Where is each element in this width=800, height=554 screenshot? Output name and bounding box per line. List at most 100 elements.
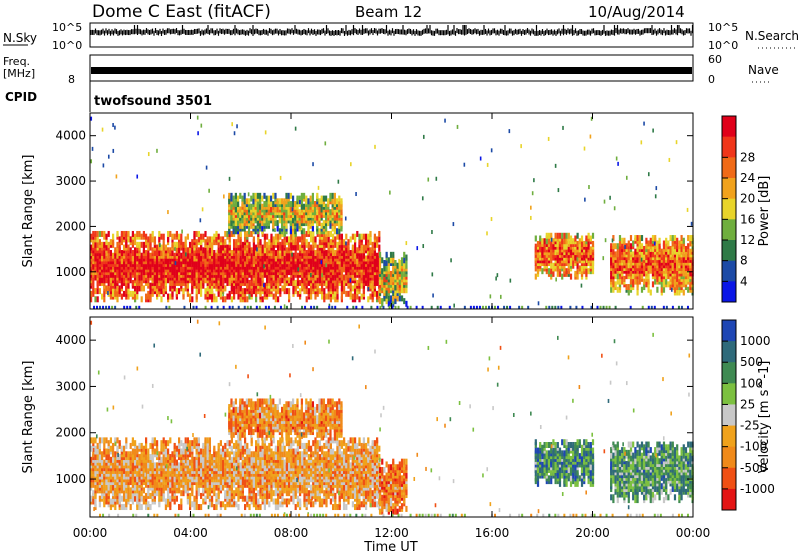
heatmap-cell <box>138 285 141 292</box>
heatmap-cell <box>356 247 359 254</box>
heatmap-cell <box>142 285 145 292</box>
heatmap-cell <box>616 286 619 293</box>
heatmap-cell <box>250 247 253 254</box>
heatmap-cell <box>687 286 690 293</box>
colorbar-tick-label: 16 <box>740 212 755 226</box>
heatmap-cell <box>552 243 555 250</box>
heatmap-cell <box>345 290 348 297</box>
heatmap-cell <box>118 454 121 461</box>
heatmap-cell <box>94 437 97 444</box>
heatmap-cell <box>129 305 132 309</box>
heatmap-cell <box>169 279 172 286</box>
heatmap-cell <box>180 239 183 246</box>
heatmap-cell <box>671 254 674 261</box>
heatmap-cell <box>268 288 271 295</box>
heatmap-cell <box>228 258 231 265</box>
freq-trace-band <box>91 67 692 74</box>
heatmap-cell <box>112 148 115 153</box>
heatmap-cell <box>241 195 244 202</box>
heatmap-cell <box>101 451 104 458</box>
heatmap-cell <box>90 495 93 502</box>
heatmap-cell <box>448 305 451 309</box>
heatmap-cell <box>567 268 570 275</box>
heatmap-cell <box>102 163 105 168</box>
heatmap-cell <box>243 203 246 210</box>
heatmap-cell <box>255 250 258 257</box>
heatmap-cell <box>236 124 238 129</box>
heatmap-cell <box>164 285 167 292</box>
heatmap-cell <box>237 258 240 265</box>
heatmap-cell <box>283 225 286 232</box>
heatmap-cell <box>310 244 313 251</box>
heatmap-cell <box>450 258 452 263</box>
heatmap-cell <box>114 305 117 309</box>
heatmap-cell <box>378 230 381 237</box>
heatmap-cell <box>558 232 562 239</box>
heatmap-cell <box>682 251 685 258</box>
heatmap-cell <box>687 251 690 258</box>
heatmap-cell <box>382 305 385 309</box>
heatmap-cell <box>234 198 237 205</box>
heatmap-cell <box>556 232 559 239</box>
heatmap-cell <box>285 288 288 295</box>
heatmap-cell <box>231 122 233 127</box>
heatmap-cell <box>277 296 280 303</box>
heatmap-cell <box>222 296 225 303</box>
heatmap-cell <box>234 192 237 199</box>
heatmap-cell <box>112 123 114 128</box>
heatmap-cell <box>378 244 381 251</box>
heatmap-cell <box>211 236 214 243</box>
heatmap-cell <box>427 177 430 182</box>
power-heatmap-cells <box>90 115 694 309</box>
heatmap-cell <box>316 305 319 309</box>
heatmap-cell <box>565 232 568 239</box>
heatmap-cell <box>689 248 692 255</box>
heatmap-cell <box>351 255 354 262</box>
heatmap-cell <box>103 290 106 297</box>
heatmap-cell <box>656 245 659 252</box>
heatmap-cell <box>181 229 183 234</box>
heatmap-cell <box>325 279 328 286</box>
heatmap-cell <box>129 252 132 259</box>
heatmap-cell <box>680 235 683 242</box>
heatmap-cell <box>585 235 588 242</box>
heatmap-cell <box>676 237 679 244</box>
heatmap-cell <box>296 195 299 202</box>
heatmap-cell <box>96 442 99 449</box>
heatmap-cell <box>329 239 332 246</box>
heatmap-cell <box>362 233 365 240</box>
heatmap-cell <box>156 244 159 251</box>
heatmap-cell <box>575 305 578 309</box>
heatmap-cell <box>211 279 214 286</box>
heatmap-cell <box>259 247 262 254</box>
heatmap-cell <box>189 252 192 259</box>
heatmap-cell <box>318 250 321 257</box>
heatmap-cell <box>255 279 258 286</box>
heatmap-cell <box>291 252 293 257</box>
heatmap-cell <box>576 232 579 239</box>
heatmap-cell <box>94 252 97 259</box>
heatmap-cell <box>343 279 346 286</box>
heatmap-cell <box>173 241 176 248</box>
heatmap-cell <box>107 255 110 262</box>
heatmap-cell <box>324 141 327 146</box>
heatmap-cell <box>478 305 481 309</box>
heatmap-cell <box>347 271 350 278</box>
heatmap-cell <box>371 282 374 289</box>
colorbar-swatch <box>722 136 736 158</box>
heatmap-cell <box>340 271 343 278</box>
heatmap-cell <box>206 250 209 257</box>
heatmap-cell <box>554 232 557 239</box>
heatmap-cell <box>200 233 203 240</box>
heatmap-cell <box>331 198 334 205</box>
heatmap-cell <box>114 437 117 444</box>
heatmap-cell <box>332 233 335 240</box>
heatmap-cell <box>389 295 393 302</box>
heatmap-cell <box>506 305 509 309</box>
heatmap-cell <box>299 255 302 262</box>
nave-label: Nave <box>748 63 779 77</box>
heatmap-cell <box>147 244 150 251</box>
heatmap-cell <box>307 203 310 210</box>
heatmap-cell <box>612 278 615 285</box>
heatmap-cell <box>612 243 615 250</box>
